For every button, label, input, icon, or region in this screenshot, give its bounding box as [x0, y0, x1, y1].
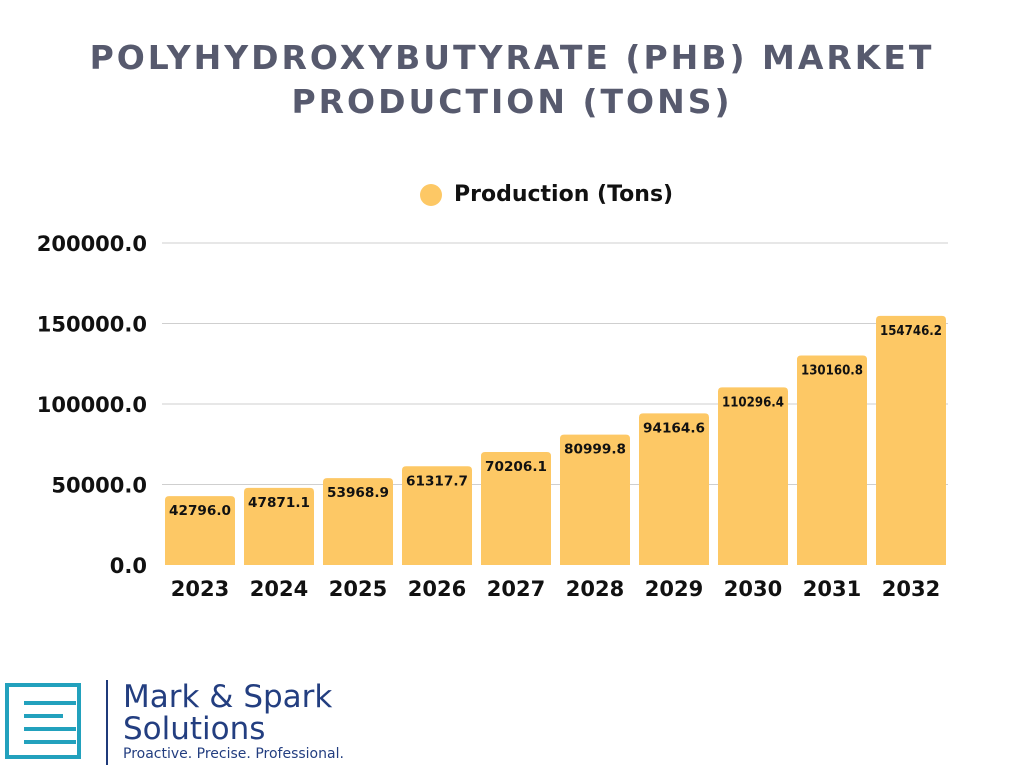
chart-title: POLYHYDROXYBUTYRATE (PHB) MARKET PRODUCT…: [0, 36, 1024, 124]
data-label: 154746.2: [880, 324, 942, 339]
x-tick-label: 2026: [408, 577, 466, 601]
data-label: 110296.4: [722, 395, 784, 410]
x-tick-label: 2024: [250, 577, 308, 601]
bar: [560, 434, 630, 565]
x-tick-label: 2027: [487, 577, 545, 601]
bar: [797, 355, 867, 565]
bar: [244, 487, 314, 565]
data-label: 94164.6: [643, 421, 705, 436]
bar: [718, 387, 788, 565]
x-tick-label: 2031: [803, 577, 861, 601]
x-tick-label: 2023: [171, 577, 229, 601]
x-tick-label: 2028: [566, 577, 624, 601]
title-line-2: PRODUCTION (TONS): [291, 82, 733, 121]
data-label: 47871.1: [248, 496, 310, 511]
legend-swatch: [420, 183, 442, 206]
logo-divider: [106, 680, 108, 765]
bar: [639, 413, 709, 565]
data-label: 42796.0: [169, 504, 231, 519]
y-tick-label: 150000.0: [37, 313, 147, 337]
bar: [481, 451, 551, 565]
x-tick-label: 2029: [645, 577, 703, 601]
y-tick-label: 200000.0: [37, 232, 147, 256]
title-line-1: POLYHYDROXYBUTYRATE (PHB) MARKET: [89, 38, 935, 77]
y-tick-label: 50000.0: [51, 474, 147, 498]
bar: [402, 466, 472, 565]
x-tick-label: 2030: [724, 577, 782, 601]
legend: Production (Tons): [420, 182, 673, 207]
y-tick-label: 100000.0: [37, 393, 147, 417]
data-label: 130160.8: [801, 363, 863, 378]
data-label: 61317.7: [406, 474, 468, 489]
data-label: 70206.1: [485, 460, 547, 475]
logo-tagline: Proactive. Precise. Professional.: [123, 746, 344, 762]
bar: [876, 315, 946, 565]
x-tick-label: 2032: [882, 577, 940, 601]
bar: [323, 478, 393, 565]
document-icon: [5, 683, 81, 759]
data-label: 80999.8: [564, 443, 626, 458]
logo-name: Mark & Spark Solutions: [123, 679, 333, 747]
bar: [165, 496, 235, 565]
x-tick-label: 2025: [329, 577, 387, 601]
legend-label: Production (Tons): [454, 182, 674, 207]
y-tick-label: 0.0: [110, 554, 147, 578]
data-label: 53968.9: [327, 486, 389, 501]
